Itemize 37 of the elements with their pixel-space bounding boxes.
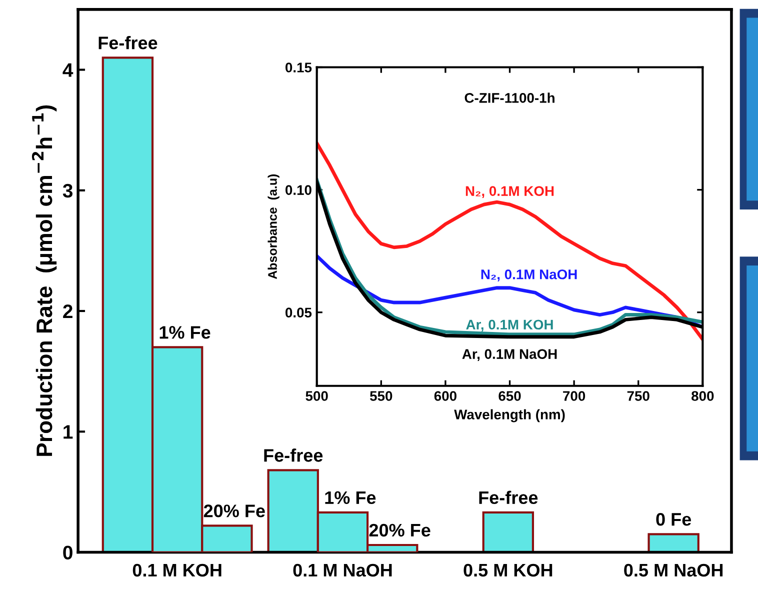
x-tick-label: 0.1 M NaOH <box>293 564 392 577</box>
x-tick-label: 700 <box>563 391 586 401</box>
series-label: N₂, 0.1M KOH <box>466 186 554 198</box>
y-tick-label: 0.15 <box>286 62 312 72</box>
x-tick-label: 600 <box>434 391 456 401</box>
x-tick-label: 500 <box>306 391 328 401</box>
annotation: C-ZIF-1100-1h <box>464 92 554 103</box>
text: 20% Fe <box>204 504 265 518</box>
series-label: N₂, 0.1M NaOH <box>481 269 577 282</box>
x-tick-label: 800 <box>692 391 714 401</box>
x-tick-label: 0.1 M KOH <box>132 564 222 577</box>
x-axis-title: Wavelength (nm) <box>454 409 565 422</box>
text: Fe-free <box>98 36 158 50</box>
series-label: Fe-free <box>264 448 323 462</box>
y-tick-label: 1 <box>64 425 73 439</box>
bar <box>648 533 700 552</box>
x-tick-label: 650 <box>498 391 521 401</box>
series-label: Ar, 0.1M NaOH <box>462 349 557 361</box>
series-label: 0 Fe <box>656 512 692 526</box>
y-tick-label: 3 <box>62 184 73 198</box>
series-label: Ar, 0.1M KOH <box>466 320 553 332</box>
text: 1% Fe <box>325 491 376 504</box>
line-series <box>316 142 703 342</box>
y-tick-label: 0.10 <box>286 185 312 195</box>
y-tick-label: 2 <box>63 304 72 318</box>
series-label: 1% Fe <box>160 326 210 339</box>
y-tick-label: 0 <box>63 546 72 560</box>
x-tick-label: 0.5 M KOH <box>464 564 552 577</box>
x-tick-label: 550 <box>370 391 392 401</box>
y-axis-title: Production Rate (μmol cm$^{−2}$h$^{−1}$) <box>32 105 57 456</box>
text: Fe-free <box>479 490 538 504</box>
x-tick-label: 750 <box>627 391 650 401</box>
y-axis-title: Absorbance (a.u) <box>268 174 280 280</box>
x-tick-label: 0.5 M NaOH <box>624 564 723 577</box>
series-label: 20% Fe <box>369 524 430 537</box>
y-tick-label: 0.05 <box>286 308 312 318</box>
y-tick-label: 4 <box>62 63 74 77</box>
